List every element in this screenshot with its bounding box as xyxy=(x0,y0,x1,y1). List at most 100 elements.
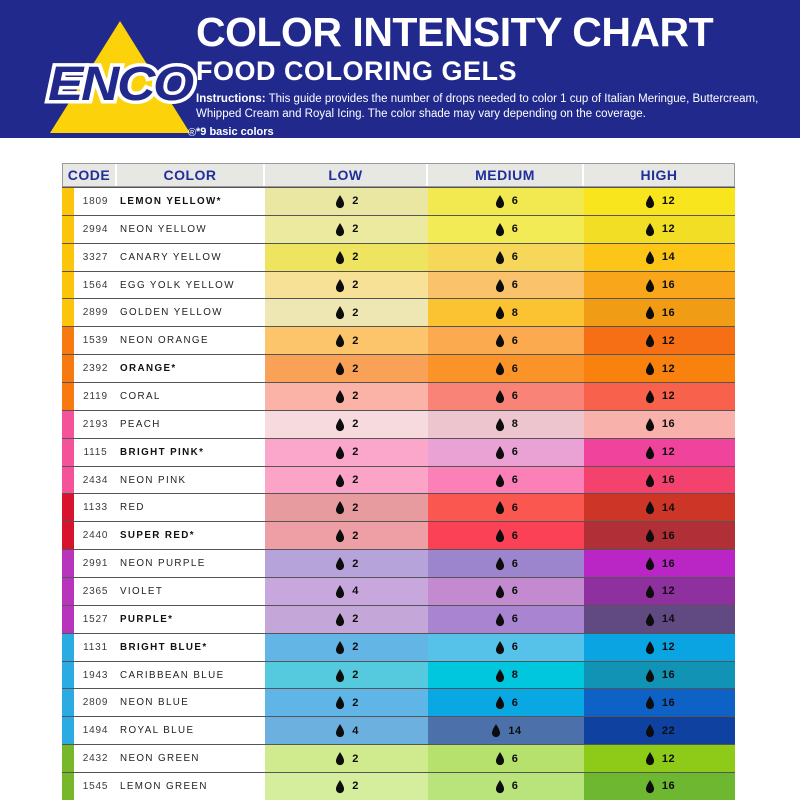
drop-count: 16 xyxy=(644,668,675,683)
drop-count: 22 xyxy=(644,723,675,738)
color-name: PURPLE* xyxy=(120,613,174,625)
drop-count: 6 xyxy=(494,473,519,488)
drop-count-value: 12 xyxy=(661,223,676,236)
low-intensity-cell: 2 xyxy=(265,550,428,578)
drop-count-value: 6 xyxy=(511,501,519,514)
drop-count: 6 xyxy=(494,361,519,376)
drop-count-value: 16 xyxy=(661,279,676,291)
drop-count: 12 xyxy=(644,584,675,599)
drop-count: 12 xyxy=(644,222,675,237)
droplet-icon xyxy=(645,724,654,738)
drop-count-value: 2 xyxy=(352,362,359,375)
droplet-icon xyxy=(645,250,654,264)
drop-count: 12 xyxy=(644,194,675,209)
drop-count: 6 xyxy=(494,389,519,404)
drop-count-value: 16 xyxy=(661,696,676,709)
medium-intensity-cell: 6 xyxy=(428,271,584,299)
drop-count-value: 12 xyxy=(661,585,676,598)
high-intensity-cell: 14 xyxy=(584,243,735,271)
droplet-icon xyxy=(495,557,504,571)
medium-intensity-cell: 6 xyxy=(428,188,584,215)
group-color-strip xyxy=(62,689,74,717)
drop-count: 6 xyxy=(494,695,519,710)
table-row: 2434 NEON PINK 2 6 16 xyxy=(62,466,735,495)
group-color-strip xyxy=(62,494,74,522)
drop-count: 16 xyxy=(644,528,675,543)
droplet-icon xyxy=(336,501,345,515)
droplet-icon xyxy=(495,222,504,236)
drop-count: 2 xyxy=(334,640,359,655)
low-intensity-cell: 2 xyxy=(265,355,428,383)
droplet-icon xyxy=(336,306,345,320)
drop-count: 6 xyxy=(494,194,519,209)
drop-count-value: 2 xyxy=(352,195,359,208)
color-name: CARIBBEAN BLUE xyxy=(120,669,225,681)
color-name: ORANGE* xyxy=(120,363,177,375)
logo-text: ENCO xyxy=(48,58,194,111)
group-color-strip xyxy=(62,410,74,438)
medium-intensity-cell: 6 xyxy=(428,243,584,271)
medium-intensity-cell: 6 xyxy=(428,466,584,494)
group-color-strip xyxy=(62,745,74,773)
color-code: 1539 xyxy=(82,335,109,347)
low-intensity-cell: 2 xyxy=(265,745,428,773)
drop-count-value: 6 xyxy=(511,474,519,487)
drop-count-value: 2 xyxy=(352,557,359,570)
drop-count-value: 14 xyxy=(661,501,676,514)
drop-count: 2 xyxy=(334,361,359,376)
droplet-icon xyxy=(495,390,504,404)
table-row: 2991 NEON PURPLE 2 6 16 xyxy=(62,550,735,579)
table-header-row: CODE COLOR LOW MEDIUM HIGH xyxy=(62,163,735,187)
page-subtitle: FOOD COLORING GELS xyxy=(196,56,518,86)
medium-intensity-cell: 6 xyxy=(428,633,584,661)
drop-count: 2 xyxy=(334,751,359,766)
color-name: NEON ORANGE xyxy=(120,335,209,347)
drop-count: 8 xyxy=(494,417,519,432)
medium-intensity-cell: 6 xyxy=(428,745,584,773)
drop-count-value: 6 xyxy=(511,446,519,459)
high-intensity-cell: 16 xyxy=(584,271,735,299)
table-row: 2994 NEON YELLOW 2 6 12 xyxy=(62,215,735,244)
color-name: LEMON GREEN xyxy=(120,780,208,792)
color-name: SUPER RED* xyxy=(120,530,195,542)
drop-count-value: 12 xyxy=(661,446,676,459)
droplet-icon xyxy=(495,445,504,459)
logo-triangle xyxy=(50,21,190,133)
drop-count: 2 xyxy=(334,500,359,515)
color-name: EGG YOLK YELLOW xyxy=(120,279,235,291)
drop-count: 6 xyxy=(494,500,519,515)
drop-count: 6 xyxy=(494,779,519,794)
group-color-strip xyxy=(62,773,74,800)
color-name: RED xyxy=(120,502,145,514)
drop-count-value: 16 xyxy=(661,780,676,793)
drop-count: 2 xyxy=(334,612,359,627)
droplet-icon xyxy=(336,724,345,738)
drop-count-value: 2 xyxy=(352,418,359,431)
droplet-icon xyxy=(645,612,654,626)
low-intensity-cell: 2 xyxy=(265,271,428,299)
droplet-icon xyxy=(645,334,654,348)
drop-count-value: 6 xyxy=(511,641,519,654)
color-name: BRIGHT PINK* xyxy=(120,446,205,458)
group-color-strip xyxy=(62,717,74,745)
droplet-icon xyxy=(645,585,654,599)
drop-count: 4 xyxy=(334,723,359,738)
droplet-icon xyxy=(645,529,654,543)
color-code: 1809 xyxy=(82,195,109,207)
droplet-icon xyxy=(336,780,345,794)
droplet-icon xyxy=(645,557,654,571)
drop-count: 6 xyxy=(494,612,519,627)
drop-count-value: 16 xyxy=(661,529,676,542)
color-code: 1527 xyxy=(82,613,109,625)
drop-count: 6 xyxy=(494,222,519,237)
droplet-icon xyxy=(336,612,345,626)
drop-count: 12 xyxy=(644,333,675,348)
column-header-medium: MEDIUM xyxy=(428,164,584,186)
drop-count-value: 6 xyxy=(511,529,519,542)
column-header-code: CODE xyxy=(63,164,117,186)
high-intensity-cell: 12 xyxy=(584,215,735,243)
drop-count-value: 2 xyxy=(352,641,359,654)
color-code: 2899 xyxy=(82,307,109,319)
medium-intensity-cell: 6 xyxy=(428,383,584,410)
